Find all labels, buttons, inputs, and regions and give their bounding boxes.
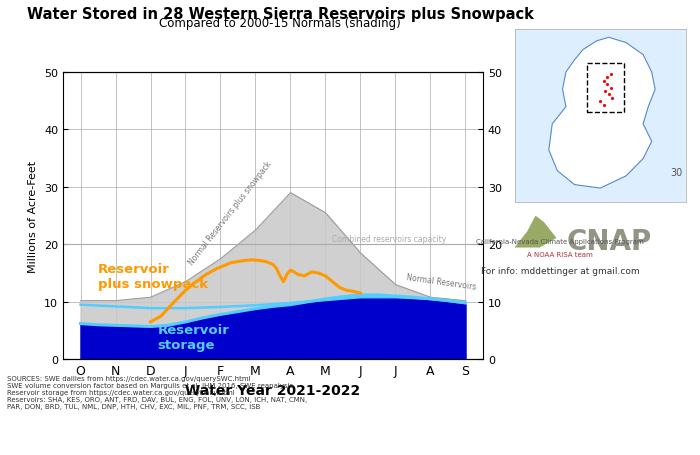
Text: Normal Reservoirs: Normal Reservoirs	[406, 272, 477, 291]
Text: 30: 30	[671, 168, 682, 178]
Polygon shape	[549, 38, 655, 189]
Y-axis label: Millions of Acre-Feet: Millions of Acre-Feet	[29, 160, 38, 272]
Text: Reservoir
storage: Reservoir storage	[158, 324, 230, 352]
Text: Combined reservoirs capacity: Combined reservoirs capacity	[332, 235, 447, 244]
Text: Reservoir
plus snowpack: Reservoir plus snowpack	[98, 263, 208, 290]
Text: Normal Reservoirs plus snowpack: Normal Reservoirs plus snowpack	[187, 160, 274, 267]
Text: Water Stored in 28 Western Sierra Reservoirs plus Snowpack: Water Stored in 28 Western Sierra Reserv…	[27, 7, 533, 22]
Text: California-Nevada Climate Applications Program: California-Nevada Climate Applications P…	[476, 239, 644, 245]
Text: A NOAA RISA team: A NOAA RISA team	[527, 251, 593, 257]
Text: CNAP: CNAP	[566, 228, 652, 255]
Text: SOURCES: SWE dailies from https://cdec.water.ca.gov/querySWC.html
SWE volume con: SOURCES: SWE dailies from https://cdec.w…	[7, 375, 307, 410]
Polygon shape	[514, 216, 556, 248]
Text: For info: mddettinger at gmail.com: For info: mddettinger at gmail.com	[481, 266, 639, 275]
X-axis label: Water Year 2021-2022: Water Year 2021-2022	[186, 383, 360, 397]
Text: Compared to 2000-15 Normals (shading): Compared to 2000-15 Normals (shading)	[159, 17, 401, 30]
